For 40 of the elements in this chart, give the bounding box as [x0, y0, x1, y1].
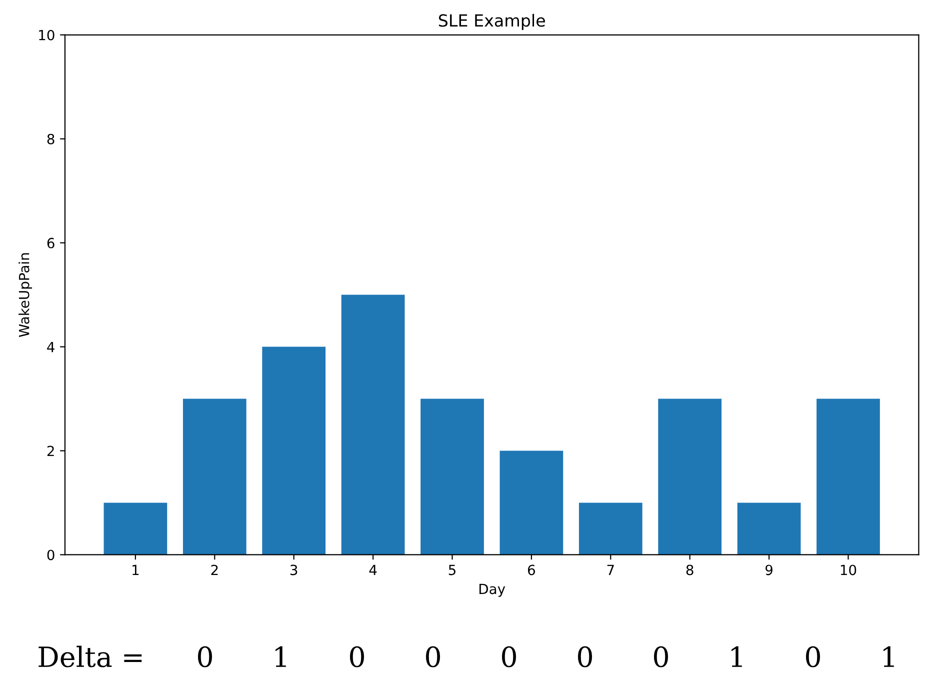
- bar: [262, 346, 326, 555]
- bar: [500, 450, 564, 555]
- text: 0: [806, 646, 820, 668]
- text: 1: [732, 646, 742, 667]
- x-tick-label: 1: [132, 564, 139, 575]
- text: 0: [426, 646, 440, 668]
- y-tick-label: 2: [47, 446, 54, 456]
- x-tick-label: 7: [607, 564, 614, 575]
- x-tick-label: 8: [686, 564, 694, 576]
- y-tick-label: 8: [47, 134, 54, 144]
- bar: [420, 398, 484, 555]
- x-tick-label: 3: [290, 564, 298, 576]
- bar: [658, 398, 722, 555]
- bar: [341, 294, 405, 555]
- text: 0: [198, 646, 212, 668]
- bar: [816, 398, 880, 555]
- text: 1: [884, 646, 894, 667]
- x-tick-label: 4: [369, 564, 377, 575]
- bar: [182, 398, 246, 555]
- x-tick-label: 6: [528, 564, 535, 576]
- chart-title: SLE Example: [438, 14, 545, 30]
- x-tick-label: 10: [840, 564, 856, 576]
- text: Delta =: [38, 646, 142, 668]
- y-tick-label: 0: [47, 550, 54, 560]
- text: 0: [578, 646, 592, 668]
- y-tick-label: 6: [47, 238, 54, 248]
- y-axis-title: WakeUpPain: [18, 253, 32, 338]
- bar: [737, 502, 801, 555]
- y-tick-label: 10: [39, 30, 54, 40]
- x-tick-label: 9: [765, 564, 772, 576]
- text: 0: [502, 646, 516, 668]
- x-axis-title: Day: [479, 584, 506, 597]
- bar: [104, 502, 168, 555]
- text: 0: [350, 646, 364, 668]
- text: 1: [276, 646, 286, 667]
- x-tick-label: 5: [448, 564, 456, 576]
- y-tick-label: 4: [47, 342, 54, 352]
- x-tick-label: 2: [211, 564, 218, 575]
- bar: [578, 502, 642, 555]
- text: 0: [654, 646, 668, 668]
